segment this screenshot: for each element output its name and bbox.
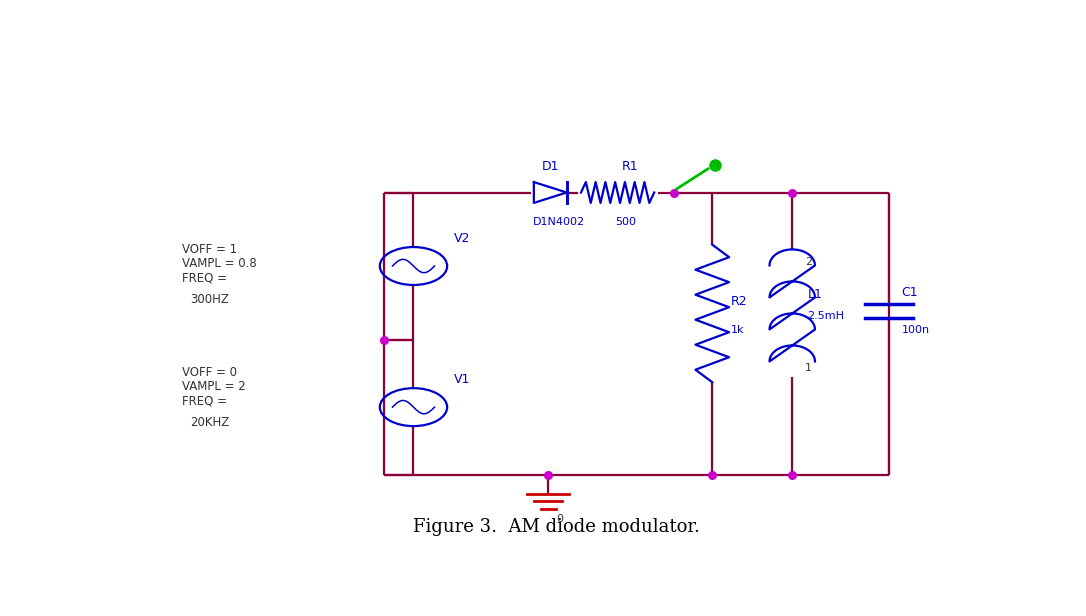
Text: 300HZ: 300HZ [190,293,229,306]
Text: FREQ =: FREQ = [182,272,227,285]
Text: 1k: 1k [731,325,744,335]
Text: D1N4002: D1N4002 [532,217,584,227]
Text: 2: 2 [805,256,812,267]
Text: 2.5mH: 2.5mH [807,311,845,321]
Text: VAMPL = 0.8: VAMPL = 0.8 [182,257,256,270]
Text: 100n: 100n [901,325,930,335]
Text: VOFF = 0: VOFF = 0 [182,367,237,379]
Text: FREQ =: FREQ = [182,395,227,408]
Text: 0: 0 [557,514,564,524]
Text: R1: R1 [622,160,639,172]
Text: 1: 1 [805,363,812,373]
Text: VAMPL = 2: VAMPL = 2 [182,381,245,394]
Text: VOFF = 1: VOFF = 1 [182,243,237,256]
Text: Figure 3.  AM diode modulator.: Figure 3. AM diode modulator. [413,518,700,536]
Text: C1: C1 [901,286,919,299]
Text: D1: D1 [542,160,559,172]
Text: L1: L1 [807,288,822,301]
Text: V1: V1 [454,373,470,386]
Text: V2: V2 [454,232,470,245]
Text: 500: 500 [616,217,636,227]
Text: 20KHZ: 20KHZ [190,416,230,429]
Text: R2: R2 [731,295,747,308]
